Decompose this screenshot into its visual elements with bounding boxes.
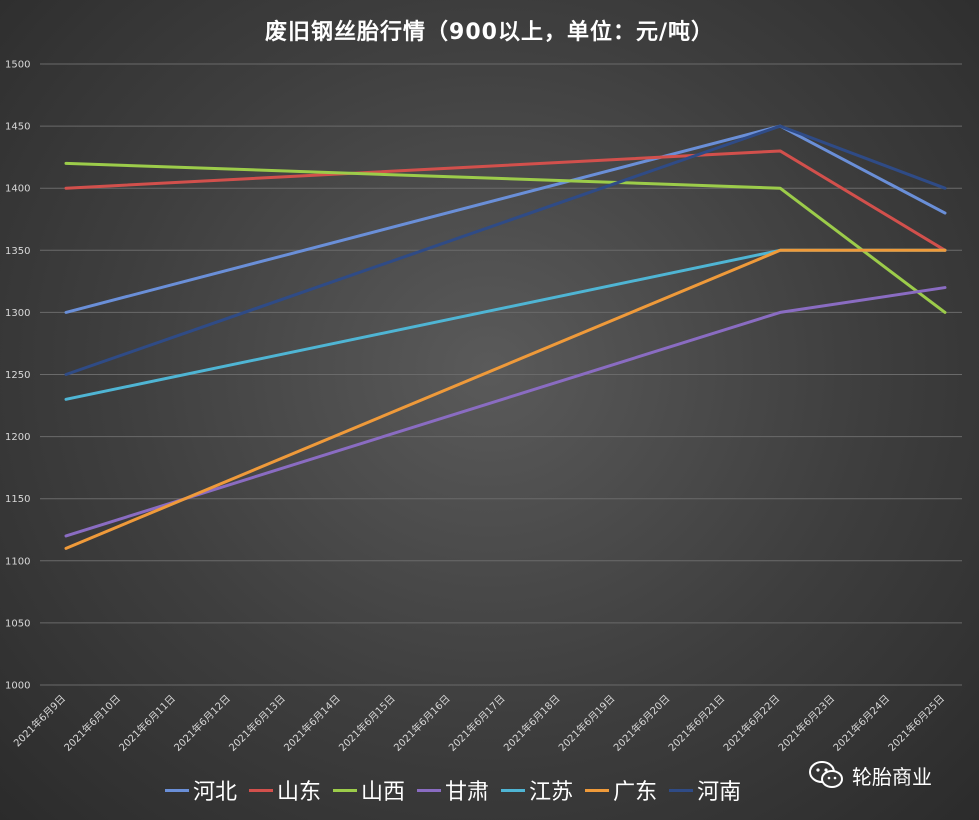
legend-label: 甘肃 <box>445 780 490 805</box>
y-tick-label: 1350 <box>5 246 30 257</box>
x-tick-label: 2021年6月16日 <box>391 692 453 754</box>
y-tick-label: 1300 <box>5 308 30 319</box>
series-line-6 <box>64 124 947 376</box>
y-tick-label: 1050 <box>5 618 30 629</box>
legend: 河北 山东 山西 甘肃 江苏 广东 河南 <box>165 774 753 806</box>
x-tick-label: 2021年6月14日 <box>281 692 343 754</box>
legend-item: 江苏 <box>501 774 573 806</box>
y-tick-label: 1100 <box>5 556 30 567</box>
legend-swatch <box>417 788 442 792</box>
x-tick-label: 2021年6月19日 <box>556 692 618 754</box>
grid-layer <box>40 63 962 686</box>
legend-item: 广东 <box>585 774 657 806</box>
legend-item: 河北 <box>165 774 237 806</box>
series-line-0 <box>64 124 947 314</box>
x-tick-label: 2021年6月12日 <box>171 692 233 754</box>
series-layer <box>64 124 947 550</box>
legend-swatch <box>585 788 610 792</box>
watermark: 轮胎商业 <box>808 760 932 790</box>
x-tick-label: 2021年6月13日 <box>226 692 288 754</box>
x-tick-label: 2021年6月17日 <box>446 692 508 754</box>
legend-swatch <box>249 788 274 792</box>
y-tick-label: 1400 <box>5 184 30 195</box>
x-tick-label: 2021年6月21日 <box>665 692 727 754</box>
x-tick-label: 2021年6月24日 <box>830 692 892 754</box>
x-tick-label: 2021年6月25日 <box>885 692 947 754</box>
legend-label: 江苏 <box>529 780 574 805</box>
wechat-icon <box>809 761 843 788</box>
legend-label: 河北 <box>193 780 238 805</box>
series-line-1 <box>64 149 947 252</box>
x-axis-ticks: 2021年6月9日2021年6月10日2021年6月11日2021年6月12日2… <box>11 692 947 754</box>
y-axis-ticks: 1000 1050 1100 1150 1200 1250 1300 1350 1400 1450… <box>5 60 30 692</box>
series-line-5 <box>64 248 947 550</box>
y-tick-label: 1450 <box>5 122 30 133</box>
series-line-2 <box>64 161 947 314</box>
y-tick-label: 1200 <box>5 432 30 443</box>
watermark-text: 轮胎商业 <box>852 764 932 789</box>
x-tick-label: 2021年6月22日 <box>720 692 782 754</box>
series-line-3 <box>64 286 947 538</box>
x-tick-label: 2021年6月20日 <box>611 692 673 754</box>
legend-label: 山西 <box>361 780 406 805</box>
legend-item: 河南 <box>669 774 741 806</box>
legend-label: 广东 <box>613 780 658 805</box>
series-line-4 <box>64 248 947 401</box>
x-tick-label: 2021年6月10日 <box>61 692 123 754</box>
legend-swatch <box>669 788 694 792</box>
legend-item: 山东 <box>249 774 321 806</box>
legend-item: 甘肃 <box>417 774 489 806</box>
x-tick-label: 2021年6月11日 <box>116 692 178 754</box>
legend-label: 河南 <box>697 780 742 805</box>
chart-title: 废旧钢丝胎行情（900以上，单位：元/吨） <box>265 20 714 45</box>
y-tick-label: 1250 <box>5 370 30 381</box>
legend-label: 山东 <box>277 780 322 805</box>
y-tick-label: 1150 <box>5 494 30 505</box>
x-tick-label: 2021年6月9日 <box>11 692 68 749</box>
x-tick-label: 2021年6月18日 <box>501 692 563 754</box>
legend-swatch <box>501 788 526 792</box>
y-tick-label: 1000 <box>5 681 30 692</box>
legend-swatch <box>333 788 358 792</box>
legend-swatch <box>165 788 189 792</box>
legend-item: 山西 <box>333 774 405 806</box>
y-tick-label: 1500 <box>5 60 30 71</box>
x-tick-label: 2021年6月23日 <box>775 692 837 754</box>
x-tick-label: 2021年6月15日 <box>336 692 398 754</box>
